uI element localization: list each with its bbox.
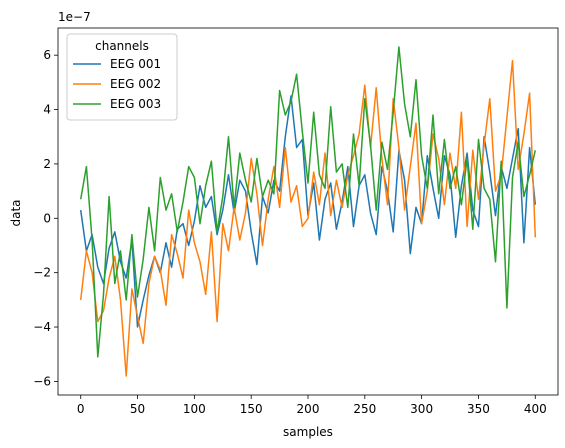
x-axis: 0 50 100 150 200 250 300 350 400 [77,395,547,416]
y-tick-label: −2 [33,266,51,280]
x-tick-label: 0 [77,402,85,416]
x-tick-label: 300 [410,402,433,416]
series-layer [79,46,537,377]
y-tick-label: −6 [33,374,51,388]
y-offset-text: 1e−7 [58,10,91,24]
x-tick-label: 350 [467,402,490,416]
y-tick-label: 4 [43,103,51,117]
series-line-2 [79,59,537,377]
y-tick-label: 0 [43,211,51,225]
legend-entry: EEG 001 [110,57,161,71]
x-tick-label: 150 [240,402,263,416]
y-tick-label: −4 [33,320,51,334]
series-line-3 [79,46,537,358]
legend-entry: EEG 003 [110,97,161,111]
legend: channels EEG 001 EEG 002 EEG 003 [66,33,178,121]
y-axis-label: data [9,199,23,226]
x-tick-label: 250 [353,402,376,416]
legend-title: channels [95,39,149,53]
x-tick-label: 100 [183,402,206,416]
x-tick-label: 50 [130,402,145,416]
legend-box [66,33,178,121]
x-tick-label: 200 [297,402,320,416]
x-tick-label: 400 [524,402,547,416]
y-axis: −6 −4 −2 0 2 4 6 [33,48,58,388]
y-tick-label: 2 [43,157,51,171]
x-axis-label: samples [283,425,333,439]
legend-entry: EEG 002 [110,77,161,91]
y-tick-label: 6 [43,48,51,62]
